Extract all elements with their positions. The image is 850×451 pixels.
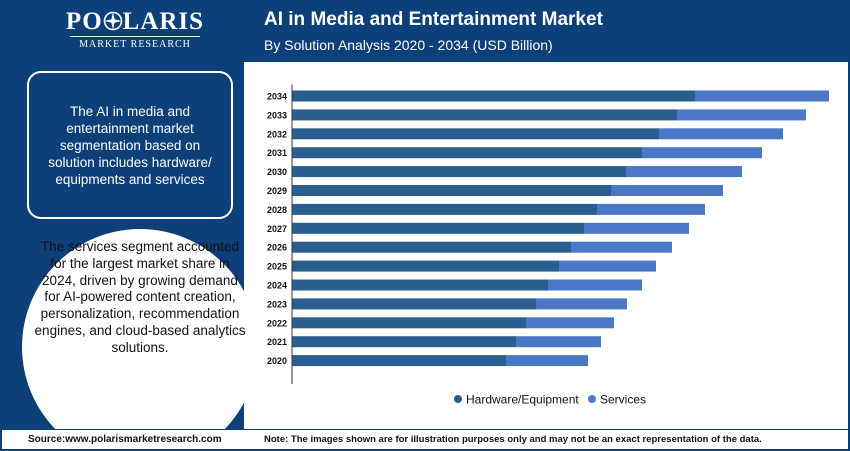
logo-subtitle: MARKET RESEARCH <box>70 36 200 52</box>
category-label-2023: 2023 <box>267 299 287 309</box>
category-label-2034: 2034 <box>267 92 287 102</box>
bar-services-2031 <box>642 147 762 159</box>
bar-hardware-2025 <box>292 260 559 272</box>
bar-hardware-2022 <box>292 317 526 329</box>
bar-services-2027 <box>584 222 689 234</box>
insight-sidebar: The AI in media and entertainment market… <box>2 62 258 449</box>
legend-label-hardware: Hardware/Equipment <box>466 393 579 407</box>
bar-services-2033 <box>677 109 806 121</box>
logo-name-end: LARIS <box>122 8 205 35</box>
category-label-2021: 2021 <box>267 337 287 347</box>
stacked-bar-chart: 2034 2033 2032 2031 2030 2029 2028 2027 2026 2025… <box>267 84 829 407</box>
source-text: Source:www.polarismarketresearch.com <box>28 434 222 445</box>
disclaimer-note: Note: The images shown are for illustrat… <box>264 434 762 445</box>
category-label-2025: 2025 <box>267 262 287 272</box>
category-labels: 2034 2033 2032 2031 2030 2029 2028 2027 2026 2025… <box>267 92 287 367</box>
logo-name-start: PO <box>65 8 103 35</box>
bar-services-2022 <box>526 317 614 329</box>
bar-services-2021 <box>516 336 601 348</box>
legend-marker-hardware <box>454 395 462 403</box>
bar-services-2026 <box>571 241 672 253</box>
bar-hardware-2020 <box>292 355 506 367</box>
bar-services-2024 <box>548 279 642 291</box>
bar-hardware-2026 <box>292 241 571 253</box>
highlight-text: The services segment accounted for the l… <box>34 239 246 355</box>
category-label-2022: 2022 <box>267 318 287 328</box>
category-label-2020: 2020 <box>267 356 287 366</box>
category-label-2030: 2030 <box>267 167 287 177</box>
bar-services-2034 <box>695 90 829 102</box>
footer: Source:www.polarismarketresearch.com Not… <box>2 429 848 449</box>
bar-hardware-2024 <box>292 279 548 291</box>
bar-services-2030 <box>626 166 742 178</box>
bar-hardware-2031 <box>292 147 642 159</box>
category-label-2029: 2029 <box>267 186 287 196</box>
chart-subtitle: By Solution Analysis 2020 - 2034 (USD Bi… <box>264 37 553 53</box>
bar-services-2032 <box>659 128 783 140</box>
bar-services-2025 <box>559 260 656 272</box>
legend-marker-services <box>588 395 596 403</box>
category-label-2031: 2031 <box>267 148 287 158</box>
category-label-2027: 2027 <box>267 224 287 234</box>
bar-hardware-2032 <box>292 128 659 140</box>
category-label-2032: 2032 <box>267 129 287 139</box>
bar-services-2028 <box>597 203 705 215</box>
category-label-2028: 2028 <box>267 205 287 215</box>
compass-star-icon <box>103 11 122 31</box>
category-label-2033: 2033 <box>267 110 287 120</box>
bar-hardware-2034 <box>292 90 695 102</box>
bars-layer <box>292 90 829 367</box>
category-label-2024: 2024 <box>267 281 287 291</box>
segmentation-text: The AI in media and entertainment market… <box>48 103 212 187</box>
bar-services-2029 <box>611 185 723 196</box>
bar-services-2020 <box>506 355 588 367</box>
category-label-2026: 2026 <box>267 243 287 253</box>
bar-hardware-2033 <box>292 109 677 121</box>
segmentation-callout: The AI in media and entertainment market… <box>27 71 233 219</box>
bar-hardware-2021 <box>292 336 516 348</box>
bar-chart-area: 2034 2033 2032 2031 2030 2029 2028 2027 2026 2025… <box>246 62 846 429</box>
bar-hardware-2023 <box>292 298 536 310</box>
highlight-circle: The services segment accounted for the l… <box>22 229 258 449</box>
bar-hardware-2030 <box>292 166 626 178</box>
bar-hardware-2028 <box>292 203 597 215</box>
legend-label-services: Services <box>600 393 646 407</box>
bar-services-2023 <box>536 298 627 310</box>
bar-hardware-2027 <box>292 222 584 234</box>
chart-title: AI in Media and Entertainment Market <box>264 9 603 30</box>
chart-legend: Hardware/Equipment Services <box>454 393 646 407</box>
polaris-logo: PO LARIS MARKET RESEARCH <box>60 8 210 56</box>
bar-hardware-2029 <box>292 185 611 196</box>
header-banner: PO LARIS MARKET RESEARCH AI in Media and… <box>2 2 848 62</box>
